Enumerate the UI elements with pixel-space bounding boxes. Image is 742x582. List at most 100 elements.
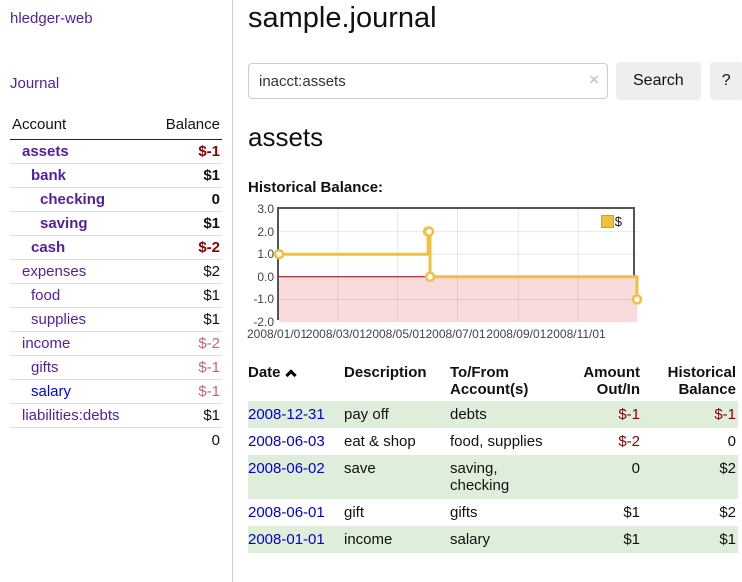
register-col-amount: Amount Out/In (583, 364, 640, 398)
account-balance: $1 (148, 403, 222, 428)
sidebar-item-journal[interactable]: Journal (10, 75, 60, 92)
brand-link[interactable]: hledger-web (10, 10, 93, 27)
account-row: liabilities:debts $1 (10, 403, 222, 428)
transaction-balance: $2 (719, 460, 736, 477)
historical-balance-chart: $ 3.0 2.0 1.0 0.0 -1.0 -2.0 2008/01/01 2008/03/… (247, 202, 668, 343)
x-axis-tick: 2008/11/01 (546, 327, 606, 341)
x-axis-tick: 2008/09/01 (486, 327, 547, 341)
transaction-date-link[interactable]: 2008-06-02 (248, 460, 325, 477)
transaction-row: 2008-06-01 gift gifts $1 $2 (248, 499, 738, 526)
account-row: gifts $-1 (10, 355, 222, 380)
account-balance: $1 (148, 307, 222, 332)
account-balance: 0 (148, 187, 222, 212)
account-link-saving[interactable]: saving (40, 215, 88, 232)
chart-legend: $ (600, 214, 622, 229)
x-axis-tick: 2008/01/01 (246, 327, 308, 341)
account-link-checking[interactable]: checking (40, 191, 106, 208)
y-axis-tick: -2.0 (253, 315, 274, 329)
account-link-gifts[interactable]: gifts (31, 359, 59, 376)
account-row: income $-2 (10, 331, 222, 356)
transaction-date-link[interactable]: 2008-12-31 (248, 406, 325, 423)
accounts-total-row: 0 (10, 427, 222, 452)
transaction-amount: $1 (623, 504, 640, 521)
account-link-salary[interactable]: salary (31, 383, 72, 400)
legend-label: $ (614, 214, 622, 229)
accounts-total-value: 0 (148, 427, 222, 452)
accounts-col-account: Account (10, 112, 149, 140)
transaction-date-link[interactable]: 2008-01-01 (248, 531, 325, 548)
account-balance: $-2 (148, 235, 222, 260)
account-balance: $2 (148, 259, 222, 284)
account-row: checking 0 (10, 187, 222, 212)
search-button[interactable]: Search (616, 62, 701, 100)
transaction-date-link[interactable]: 2008-06-03 (248, 433, 325, 450)
main-panel: sample.journal × Search ? assets Histori… (233, 0, 742, 582)
search-box: × (248, 63, 608, 99)
transaction-description: income (344, 531, 393, 548)
account-row: saving $1 (10, 211, 222, 236)
account-row: cash $-2 (10, 235, 222, 260)
transaction-accounts: debts (450, 406, 487, 423)
register-col-description: Description (344, 364, 427, 381)
account-balance: $-1 (148, 139, 222, 164)
account-link-expenses[interactable]: expenses (22, 263, 87, 280)
account-link-food[interactable]: food (31, 287, 61, 304)
account-link-bank[interactable]: bank (31, 167, 67, 184)
account-row: expenses $2 (10, 259, 222, 284)
y-axis-tick: 0.0 (257, 269, 274, 284)
register-col-historical: Historical Balance (667, 364, 736, 398)
legend-swatch-icon (600, 215, 614, 228)
transaction-balance: 0 (727, 433, 736, 450)
account-row: food $1 (10, 283, 222, 308)
transaction-amount: $1 (623, 531, 640, 548)
accounts-col-balance: Balance (148, 112, 222, 140)
account-balance: $1 (148, 163, 222, 188)
transaction-accounts: salary (450, 531, 491, 548)
account-link-supplies[interactable]: supplies (31, 311, 87, 328)
search-input[interactable] (248, 63, 608, 99)
transaction-amount: $-2 (618, 433, 640, 450)
transaction-description: save (344, 460, 376, 477)
account-link-cash[interactable]: cash (31, 239, 66, 256)
register-col-to-from: To/From Account(s) (450, 364, 529, 398)
account-balance: $1 (148, 283, 222, 308)
chart-plot-area[interactable]: $ (273, 207, 643, 322)
accounts-table: Account Balance assets $-1 bank $1 checking 0… (10, 112, 222, 452)
y-axis-tick: 3.0 (257, 202, 274, 216)
transaction-balance: $1 (719, 531, 736, 548)
transaction-row: 2008-01-01 income salary $1 $1 (248, 526, 738, 553)
account-link-income[interactable]: income (22, 335, 71, 352)
account-balance: $1 (148, 211, 222, 236)
transaction-description: eat & shop (344, 433, 416, 450)
sort-ascending-icon (284, 369, 297, 381)
x-axis-tick: 2008/05/01 (365, 327, 426, 341)
account-link-liabilities-debts[interactable]: liabilities:debts (22, 407, 120, 424)
register-col-date[interactable]: Date (248, 361, 344, 401)
account-balance: $-1 (148, 379, 222, 404)
transaction-description: gift (344, 504, 365, 521)
help-button[interactable]: ? (709, 62, 742, 100)
account-balance: $-1 (148, 355, 222, 380)
transaction-amount: $-1 (618, 406, 640, 423)
account-row: assets $-1 (10, 139, 222, 164)
account-row: supplies $1 (10, 307, 222, 332)
account-row: salary $-1 (10, 379, 222, 404)
y-axis-tick: 1.0 (257, 247, 274, 262)
account-balance: $-2 (148, 331, 222, 356)
transaction-row: 2008-06-03 eat & shop food, supplies $-2 0 (248, 428, 738, 455)
transaction-balance: $-1 (714, 406, 736, 423)
account-link-assets[interactable]: assets (22, 143, 69, 160)
transaction-row: 2008-12-31 pay off debts $-1 $-1 (248, 401, 738, 428)
transaction-date-link[interactable]: 2008-06-01 (248, 504, 325, 521)
sidebar: hledger-web Journal Account Balance asse… (0, 0, 233, 582)
x-axis-tick: 2008/03/01 (305, 327, 366, 341)
transaction-amount: 0 (631, 460, 640, 477)
account-row: bank $1 (10, 163, 222, 188)
clear-search-icon[interactable]: × (589, 70, 599, 89)
register-table: Date Description To/From Account(s) Amount … (248, 361, 738, 553)
transaction-accounts: gifts (450, 504, 478, 521)
transaction-accounts: food, supplies (450, 433, 543, 450)
transaction-row: 2008-06-02 save saving, checking 0 $2 (248, 455, 738, 499)
transaction-balance: $2 (719, 504, 736, 521)
